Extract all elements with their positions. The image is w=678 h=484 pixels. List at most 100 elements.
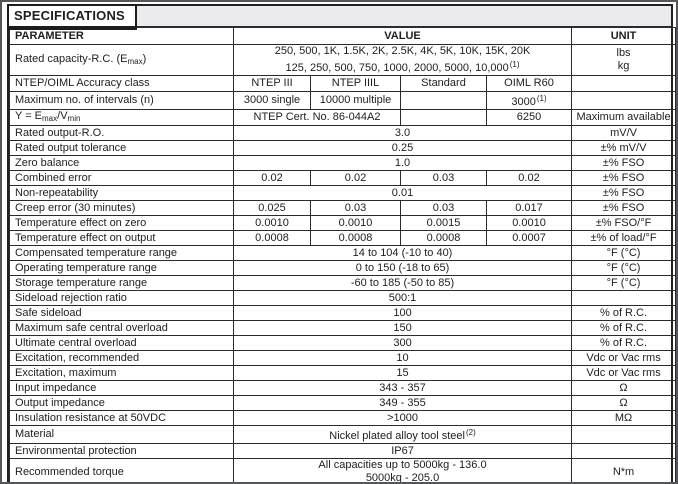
unit-cell: % of R.C. — [571, 335, 676, 351]
unit-cell: lbs kg — [571, 44, 676, 76]
row-excitation-maximum: Excitation, maximum 15 Vdc or Vac rms — [9, 365, 676, 381]
unit-cell: ±% FSO — [571, 185, 676, 201]
row-rated-output: Rated output-R.O. 3.0 mV/V — [9, 125, 676, 141]
row-y-ratio: Y = Emax/Vmin NTEP Cert. No. 86-044A2 62… — [9, 109, 676, 126]
param-cell: Zero balance — [9, 155, 234, 171]
row-storage-temp: Storage temperature range -60 to 185 (-5… — [9, 275, 676, 291]
value-cell: 10 — [232, 350, 573, 366]
row-input-impedance: Input impedance 343 - 357 Ω — [9, 380, 676, 396]
value-cell-ntep3: 0.0008 — [233, 230, 311, 246]
param-cell: Rated capacity-R.C. (Emax) — [9, 44, 234, 76]
value-cell-oiml: 6250 — [485, 109, 573, 126]
unit-cell: ±% FSO/°F — [571, 215, 676, 231]
param-cell: Temperature effect on zero — [9, 215, 234, 231]
value-cell: 0.25 — [232, 140, 573, 156]
row-compensated-temp: Compensated temperature range 14 to 104 … — [9, 245, 676, 261]
value-cell: 500:1 — [232, 290, 573, 306]
value-cell-ntep3: 0.02 — [233, 170, 311, 186]
param-cell: Output impedance — [9, 395, 234, 411]
param-cell: Recommended torque — [9, 458, 234, 482]
value-cell-cert: NTEP Cert. No. 86-044A2 — [233, 109, 401, 126]
row-temp-effect-zero: Temperature effect on zero 0.0010 0.0010… — [9, 215, 676, 231]
value-cell: 349 - 355 — [232, 395, 573, 411]
value-cell-ntep3l: 0.0010 — [310, 215, 401, 231]
unit-cell: ±% mV/V — [571, 140, 676, 156]
value-cell: IP67 — [232, 443, 573, 459]
value-cell: All capacities up to 5000kg - 136.0 5000k… — [232, 458, 573, 482]
row-output-tolerance: Rated output tolerance 0.25 ±% mV/V — [9, 140, 676, 156]
unit-cell: mV/V — [571, 125, 676, 141]
value-cell: >1000 — [232, 410, 573, 426]
unit-cell: Vdc or Vac rms — [571, 350, 676, 366]
unit-cell — [571, 290, 676, 306]
value-cell: Nickel plated alloy tool steel(2) — [232, 425, 573, 444]
row-combined-error: Combined error 0.02 0.02 0.03 0.02 ±% FS… — [9, 170, 676, 186]
param-cell: Combined error — [9, 170, 234, 186]
row-ultimate-overload: Ultimate central overload 300 % of R.C. — [9, 335, 676, 351]
value-cell-oiml: 0.02 — [485, 170, 573, 186]
value-cell-oiml: 0.017 — [485, 200, 573, 216]
unit-cell: Ω — [571, 395, 676, 411]
value-cell-ntep3: 0.025 — [233, 200, 311, 216]
unit-cell: °F (°C) — [571, 245, 676, 261]
param-cell: Excitation, maximum — [9, 365, 234, 381]
title-strip: SPECIFICATIONS — [7, 4, 671, 30]
row-sideload-ratio: Sideload rejection ratio 500:1 — [9, 290, 676, 306]
row-environmental-protection: Environmental protection IP67 — [9, 443, 676, 459]
row-zero-balance: Zero balance 1.0 ±% FSO — [9, 155, 676, 171]
row-rated-capacity: Rated capacity-R.C. (Emax) 250, 500, 1K,… — [9, 44, 676, 76]
param-cell: Material — [9, 425, 234, 444]
param-cell: Rated output tolerance — [9, 140, 234, 156]
unit-cell: Ω — [571, 380, 676, 396]
unit-cell: % of R.C. — [571, 320, 676, 336]
param-cell: Environmental protection — [9, 443, 234, 459]
unit-cell: N*m — [571, 458, 676, 482]
unit-cell — [571, 443, 676, 459]
param-cell: Storage temperature range — [9, 275, 234, 291]
value-cell-oiml: 0.0007 — [485, 230, 573, 246]
row-excitation-recommended: Excitation, recommended 10 Vdc or Vac rm… — [9, 350, 676, 366]
value-cell-ntep3l: 0.0008 — [310, 230, 401, 246]
unit-cell: ±% FSO — [571, 170, 676, 186]
value-cell-ntep3l: 0.02 — [310, 170, 401, 186]
param-cell: Insulation resistance at 50VDC — [9, 410, 234, 426]
value-cell-ntep3: 0.0010 — [233, 215, 311, 231]
value-cell-standard: Standard — [400, 75, 487, 92]
param-cell: NTEP/OIML Accuracy class — [9, 75, 234, 92]
value-cell-ntep3: NTEP III — [233, 75, 311, 92]
unit-cell: Vdc or Vac rms — [571, 365, 676, 381]
param-cell: Non-repeatability — [9, 185, 234, 201]
value-cell: 0 to 150 (-18 to 65) — [232, 260, 573, 276]
unit-cell — [571, 91, 676, 110]
value-cell: 250, 500, 1K, 1.5K, 2K, 2.5K, 4K, 5K, 10… — [232, 44, 573, 76]
value-cell: 1.0 — [232, 155, 573, 171]
param-cell: Creep error (30 minutes) — [9, 200, 234, 216]
value-cell: 14 to 104 (-10 to 40) — [232, 245, 573, 261]
value-cell-ntep3: 3000 single — [233, 91, 311, 110]
specifications-table: PARAMETER VALUE UNIT Rated capacity-R.C.… — [9, 27, 676, 482]
column-header-value: VALUE — [232, 27, 573, 45]
value-cell-ntep3l: 0.03 — [310, 200, 401, 216]
value-cell: 3.0 — [232, 125, 573, 141]
row-output-impedance: Output impedance 349 - 355 Ω — [9, 395, 676, 411]
param-cell: Operating temperature range — [9, 260, 234, 276]
row-operating-temp: Operating temperature range 0 to 150 (-1… — [9, 260, 676, 276]
unit-cell: Maximum available — [571, 109, 676, 126]
param-cell: Ultimate central overload — [9, 335, 234, 351]
param-cell: Sideload rejection ratio — [9, 290, 234, 306]
unit-cell — [571, 75, 676, 92]
param-cell: Compensated temperature range — [9, 245, 234, 261]
value-cell: 150 — [232, 320, 573, 336]
param-cell: Input impedance — [9, 380, 234, 396]
value-cell-standard — [400, 91, 487, 110]
value-cell-oiml: 0.0010 — [485, 215, 573, 231]
unit-cell: ±% FSO — [571, 200, 676, 216]
value-cell: -60 to 185 (-50 to 85) — [232, 275, 573, 291]
specifications-section: SPECIFICATIONS PARAMETER VALUE UNIT Rate… — [7, 4, 676, 482]
row-accuracy-class: NTEP/OIML Accuracy class NTEP III NTEP I… — [9, 75, 676, 92]
value-cell: 15 — [232, 365, 573, 381]
param-cell: Maximum safe central overload — [9, 320, 234, 336]
param-cell: Rated output-R.O. — [9, 125, 234, 141]
column-header-unit: UNIT — [571, 27, 676, 45]
column-header-parameter: PARAMETER — [9, 27, 234, 45]
